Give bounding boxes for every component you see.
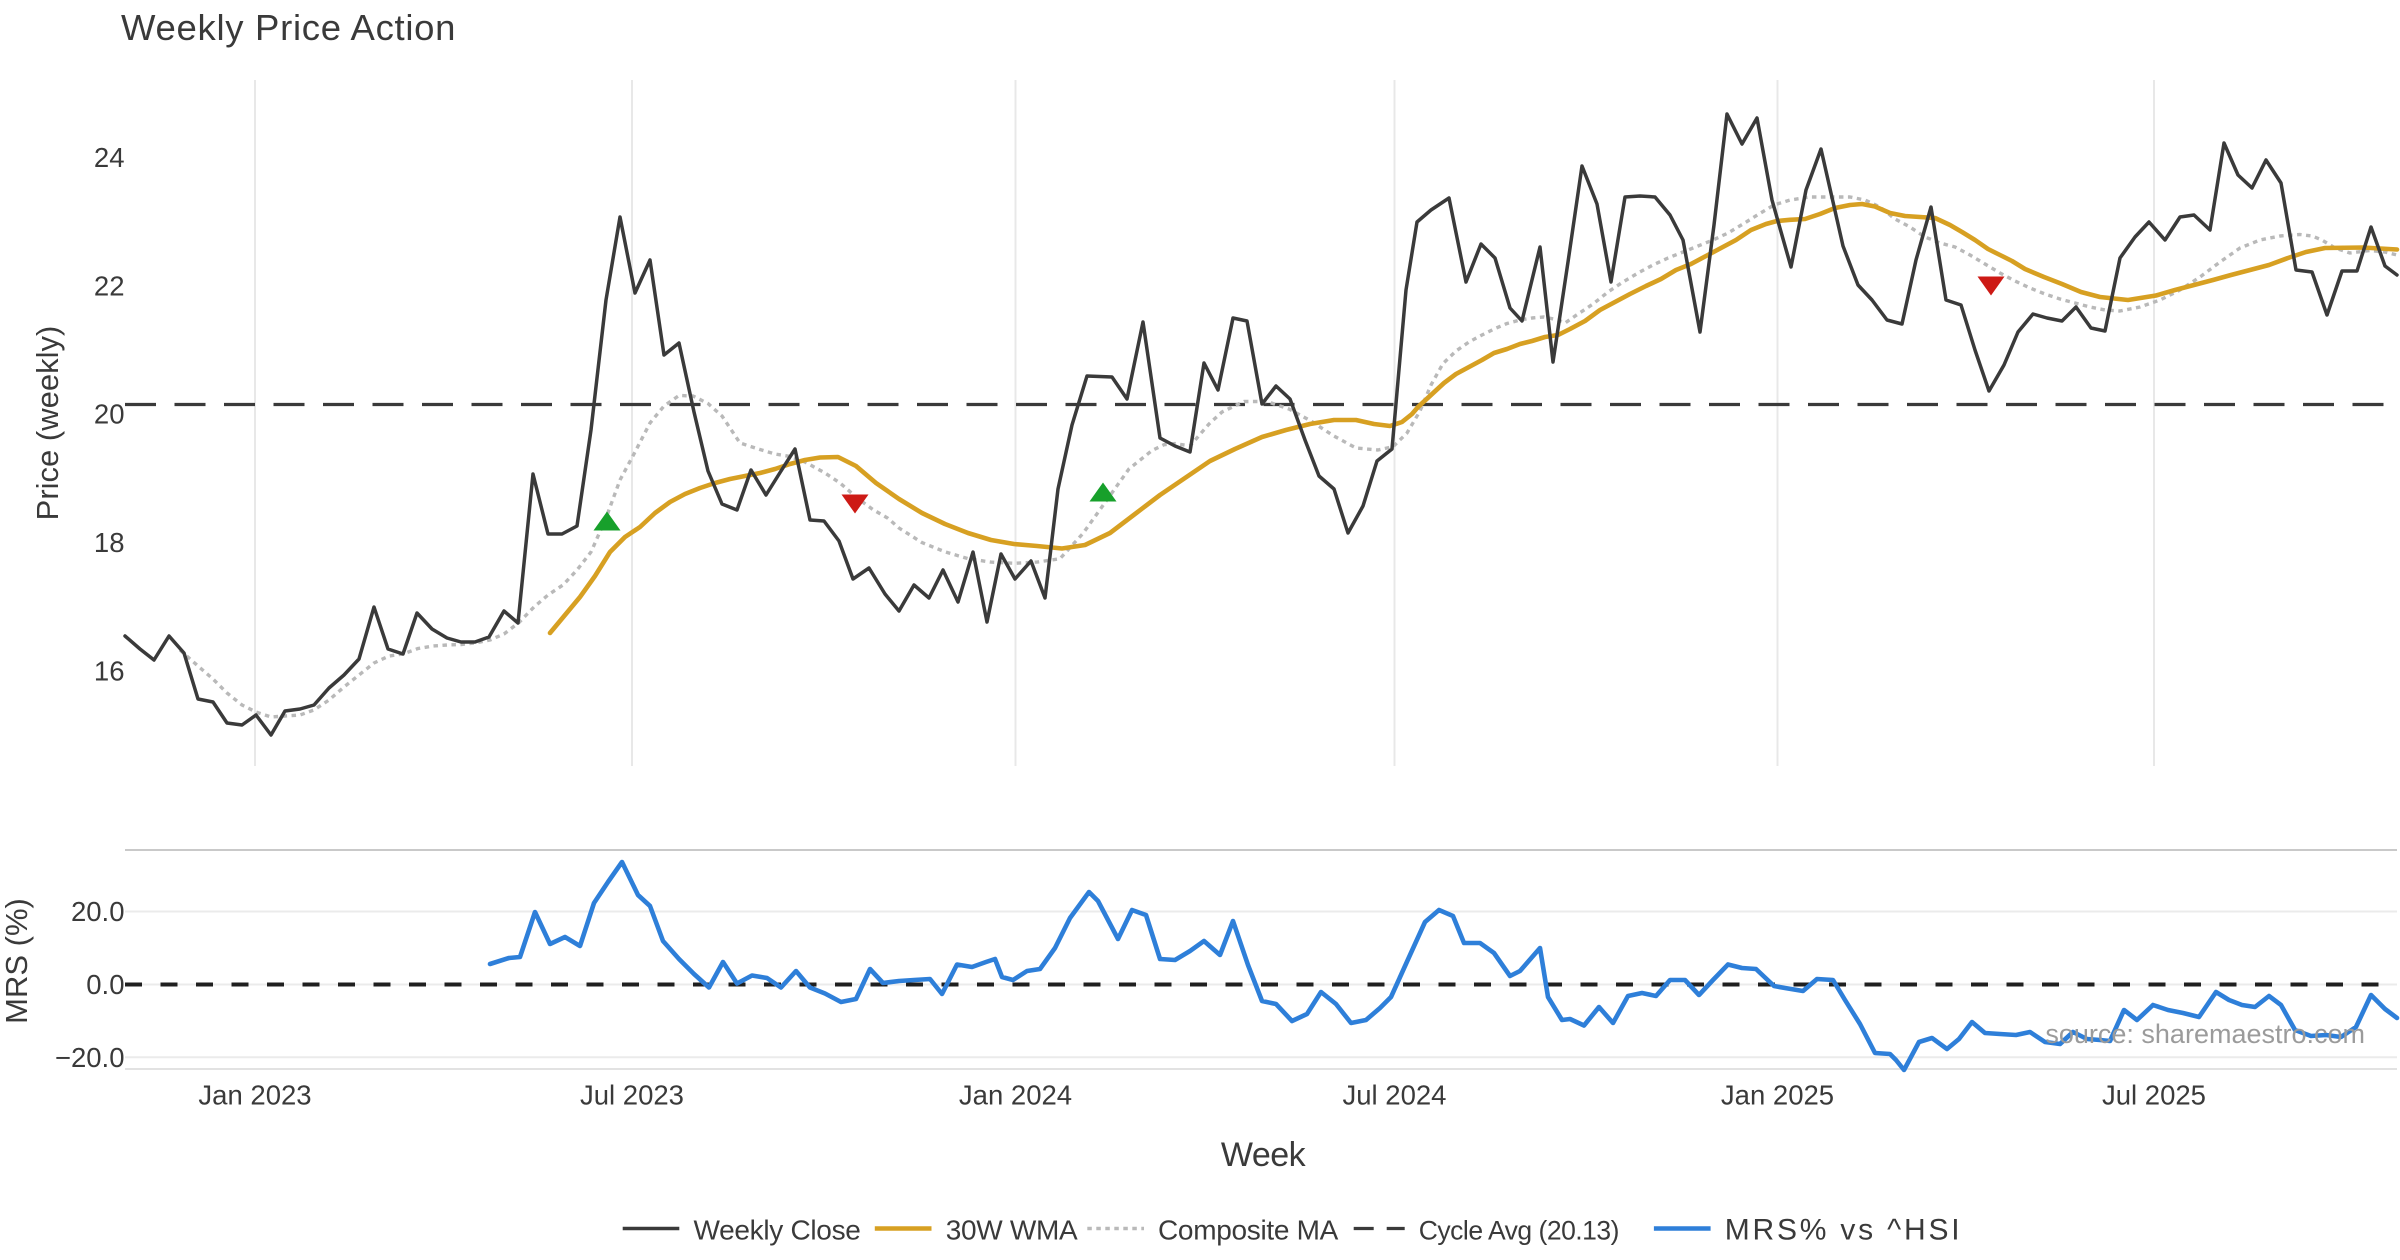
svg-text:0.0: 0.0	[86, 969, 124, 1000]
svg-text:source: sharemaestro.com: source: sharemaestro.com	[2045, 1019, 2365, 1049]
svg-text:Jul 2023: Jul 2023	[580, 1080, 684, 1111]
svg-text:Jan 2024: Jan 2024	[959, 1080, 1072, 1111]
svg-text:16: 16	[94, 656, 125, 687]
svg-text:22: 22	[94, 271, 125, 302]
svg-text:20.0: 20.0	[71, 896, 125, 927]
svg-text:Weekly Close: Weekly Close	[694, 1215, 861, 1246]
svg-text:30W WMA: 30W WMA	[946, 1215, 1078, 1246]
svg-text:−20.0: −20.0	[55, 1042, 125, 1073]
svg-text:Jan 2023: Jan 2023	[198, 1080, 311, 1111]
svg-text:Jul 2024: Jul 2024	[1343, 1080, 1447, 1111]
svg-text:Composite MA: Composite MA	[1158, 1215, 1339, 1246]
svg-text:Jul 2025: Jul 2025	[2102, 1080, 2206, 1111]
svg-text:Cycle Avg (20.13): Cycle Avg (20.13)	[1419, 1216, 1619, 1246]
svg-text:18: 18	[94, 527, 125, 558]
svg-text:Jan 2025: Jan 2025	[1721, 1080, 1834, 1111]
svg-text:20: 20	[94, 399, 125, 430]
svg-text:MRS% vs ^HSI: MRS% vs ^HSI	[1725, 1214, 1963, 1247]
svg-text:24: 24	[94, 142, 125, 173]
svg-text:Weekly Price Action: Weekly Price Action	[121, 7, 456, 48]
svg-text:MRS (%): MRS (%)	[0, 898, 34, 1024]
svg-text:Price (weekly): Price (weekly)	[30, 326, 65, 521]
svg-text:Week: Week	[1221, 1136, 1307, 1174]
